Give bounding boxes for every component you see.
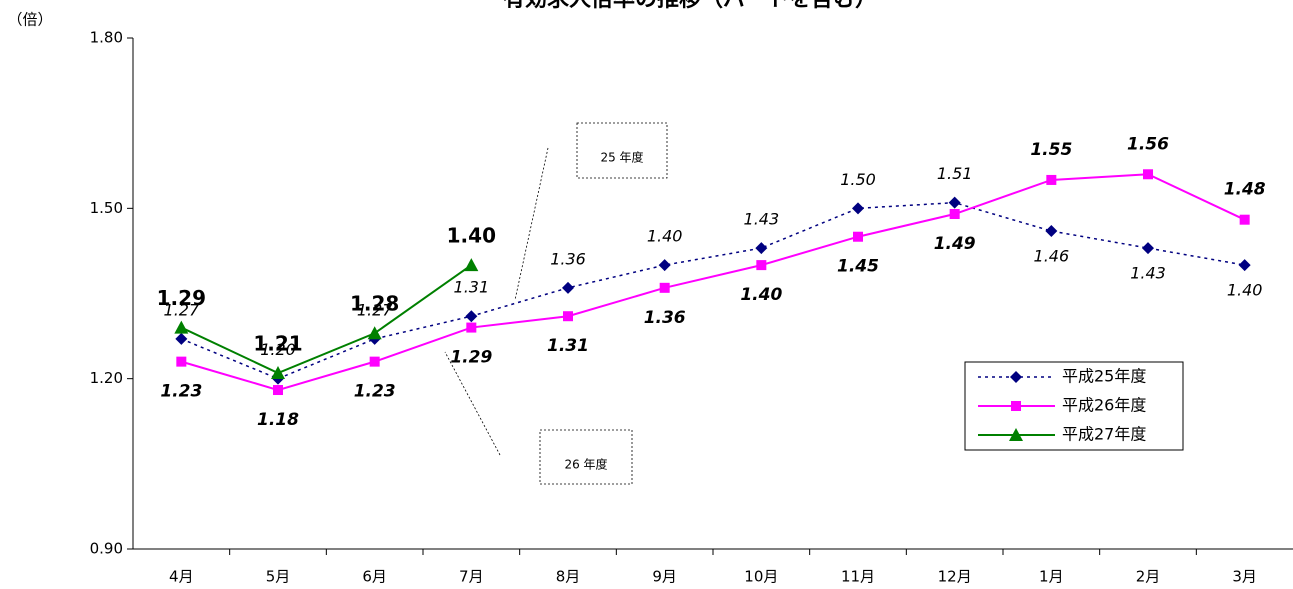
x-tick-label: 2月 xyxy=(1136,568,1161,586)
data-label: 1.49 xyxy=(934,234,976,254)
y-tick-label: 1.80 xyxy=(90,29,123,47)
data-point xyxy=(273,385,283,396)
data-label: 1.43 xyxy=(744,210,780,229)
y-tick-label: 1.50 xyxy=(90,199,123,217)
data-point xyxy=(658,259,671,272)
series-line xyxy=(181,173,1246,392)
data-point xyxy=(175,332,188,345)
data-label: 1.23 xyxy=(354,382,396,402)
x-tick-label: 9月 xyxy=(652,568,677,586)
legend-label: 平成26年度 xyxy=(1062,396,1146,415)
data-label: 1.40 xyxy=(647,227,683,246)
data-point xyxy=(756,260,767,271)
data-label: 1.23 xyxy=(160,382,202,402)
x-tick-label: 10月 xyxy=(744,568,778,586)
series-line xyxy=(180,264,472,375)
data-label: 1.31 xyxy=(454,278,490,297)
data-label: 1.50 xyxy=(840,170,876,189)
data-point xyxy=(1142,242,1154,255)
data-label: 1.40 xyxy=(447,224,496,248)
data-label: 1.40 xyxy=(1227,281,1263,300)
data-point xyxy=(853,231,863,242)
data-point xyxy=(1143,169,1153,180)
x-tick-label: 4月 xyxy=(169,568,194,586)
data-label: 1.43 xyxy=(1130,264,1166,283)
data-point xyxy=(755,242,768,255)
data-label: 1.27 xyxy=(357,300,393,319)
x-tick-label: 1月 xyxy=(1039,568,1064,586)
data-label: 1.31 xyxy=(547,336,589,356)
data-point xyxy=(562,281,574,294)
data-point xyxy=(563,311,573,322)
legend-marker xyxy=(1009,428,1023,441)
x-tick-label: 6月 xyxy=(362,568,387,586)
data-label: 1.18 xyxy=(257,410,299,430)
callout-text: 25 年度 xyxy=(600,150,643,165)
callout-line xyxy=(444,351,501,456)
data-label: 1.55 xyxy=(1030,140,1072,160)
data-label: 1.28 xyxy=(350,292,399,316)
data-label: 1.56 xyxy=(1127,134,1169,154)
x-tick-label: 5月 xyxy=(266,568,291,586)
data-label: 1.21 xyxy=(253,331,302,355)
callout-line xyxy=(514,147,549,301)
data-point xyxy=(852,202,864,215)
data-label: 1.48 xyxy=(1224,180,1266,200)
callout-text: 26 年度 xyxy=(564,457,607,472)
x-tick-label: 3月 xyxy=(1232,568,1257,586)
data-point xyxy=(466,322,477,333)
data-point xyxy=(659,282,670,293)
data-point xyxy=(1045,225,1058,238)
legend-marker xyxy=(1010,371,1022,383)
data-point xyxy=(367,326,382,340)
data-point xyxy=(465,310,478,323)
y-tick-label: 1.20 xyxy=(90,369,123,387)
data-label: 1.40 xyxy=(740,285,782,305)
legend-marker xyxy=(1011,401,1021,411)
legend-label: 平成27年度 xyxy=(1062,425,1146,444)
data-point xyxy=(271,365,285,379)
data-point xyxy=(949,209,960,220)
data-label: 1.36 xyxy=(644,308,686,328)
data-label: 1.27 xyxy=(164,300,200,319)
callout-box xyxy=(539,429,633,485)
y-tick-label: 0.90 xyxy=(90,540,123,558)
data-point xyxy=(464,258,479,272)
data-label: 1.20 xyxy=(260,340,296,359)
data-label: 1.51 xyxy=(937,164,973,183)
x-tick-label: 11月 xyxy=(841,568,875,586)
y-axis-label: （倍） xyxy=(7,11,52,29)
data-point xyxy=(1046,174,1057,185)
data-point xyxy=(174,320,189,334)
callout-box xyxy=(576,122,668,179)
legend-label: 平成25年度 xyxy=(1062,367,1146,386)
data-label: 1.46 xyxy=(1034,247,1070,266)
data-point xyxy=(948,196,961,209)
x-tick-label: 12月 xyxy=(938,568,972,586)
data-point xyxy=(176,356,187,367)
series-line xyxy=(181,201,1245,380)
data-label: 1.36 xyxy=(550,249,586,268)
data-label: 1.29 xyxy=(450,348,492,368)
data-point xyxy=(1239,214,1250,225)
chart-title: 有効求人倍率の推移（パートを含む） xyxy=(503,0,877,12)
data-point xyxy=(369,356,380,367)
data-label: 1.29 xyxy=(157,286,206,310)
x-tick-label: 7月 xyxy=(459,568,484,586)
data-point xyxy=(1238,259,1251,272)
x-tick-label: 8月 xyxy=(556,568,581,586)
data-label: 1.45 xyxy=(837,257,879,277)
